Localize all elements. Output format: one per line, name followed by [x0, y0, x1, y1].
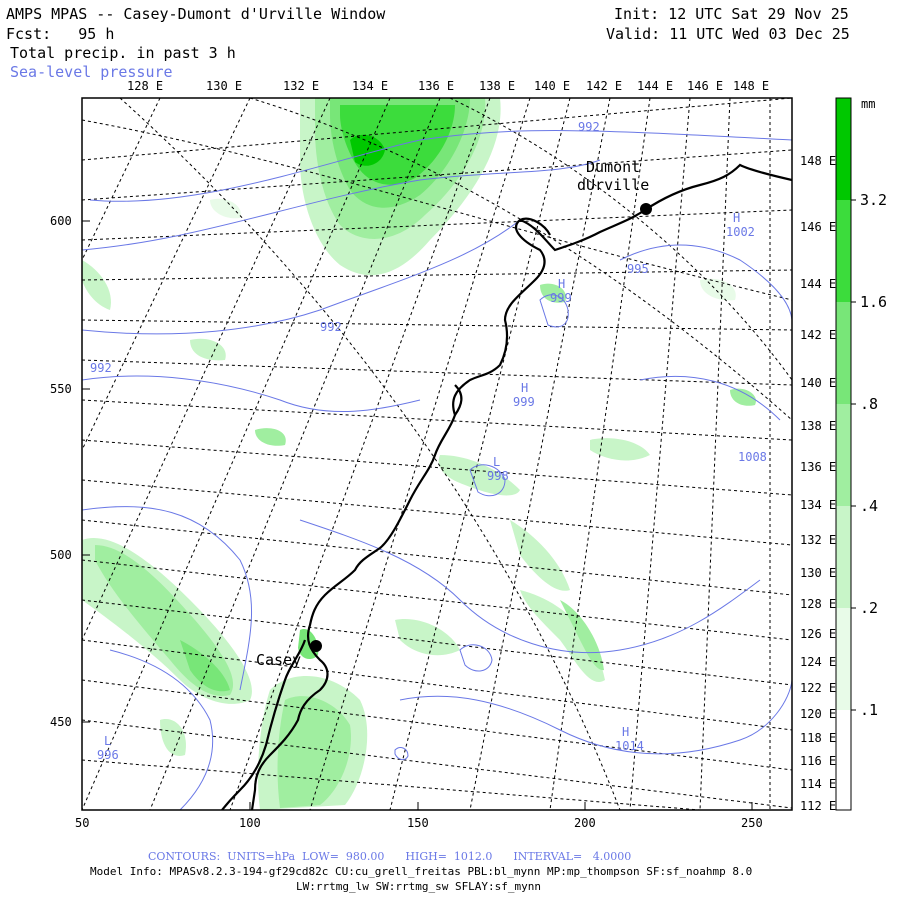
valid-time: Valid: 11 UTC Wed 03 Dec 25: [606, 25, 850, 43]
right-lon-label: 112 E: [800, 799, 837, 813]
x-tick-label: 200: [574, 816, 596, 830]
slp-label: 992: [578, 120, 600, 134]
right-lon-label: 128 E: [800, 597, 837, 611]
top-lon-label: 142 E: [586, 79, 623, 93]
right-lon-label: 126 E: [800, 627, 837, 641]
right-lon-label: 146 E: [800, 220, 837, 234]
y-tick-label: 450: [50, 715, 72, 729]
field-slp-label: Sea-level pressure: [10, 63, 173, 81]
top-lon-label: 134 E: [352, 79, 389, 93]
y-tick-label: 550: [50, 382, 72, 396]
right-lon-label: 142 E: [800, 328, 837, 342]
slp-label: 1008: [738, 450, 767, 464]
top-lon-label: 140 E: [534, 79, 571, 93]
slp-label: 998: [487, 469, 509, 483]
right-lon-label: 118 E: [800, 731, 837, 745]
top-lon-label: 138 E: [479, 79, 516, 93]
graticule: [82, 98, 792, 810]
slp-label: 999: [550, 291, 572, 305]
slp-label: 995: [627, 262, 649, 276]
casey-label: Casey: [256, 651, 302, 669]
right-lon-label: 114 E: [800, 777, 837, 791]
right-lon-label: 134 E: [800, 498, 837, 512]
colorbar: [835, 97, 856, 811]
top-lon-label: 146 E: [687, 79, 724, 93]
right-lon-label: 144 E: [800, 277, 837, 291]
low-mark: L: [104, 734, 112, 748]
slp-label: 996: [97, 748, 119, 762]
colorbar-level: .8: [860, 395, 879, 413]
top-lon-label: 128 E: [127, 79, 164, 93]
colorbar-level: 3.2: [860, 191, 888, 209]
colorbar-level: 1.6: [860, 293, 888, 311]
slp-label: 1014: [615, 739, 644, 753]
init-time: Init: 12 UTC Sat 29 Nov 25: [614, 5, 849, 23]
right-lon-label: 136 E: [800, 460, 837, 474]
x-tick-label: 150: [407, 816, 429, 830]
map-title: AMPS MPAS -- Casey-Dumont d'Urville Wind…: [6, 5, 386, 23]
x-tick-label: 50: [75, 816, 90, 830]
model-info-line2: LW:rrtmg_lw SW:rrtmg_sw SFLAY:sf_mynn: [296, 880, 542, 893]
right-lon-label: 122 E: [800, 681, 837, 695]
right-lon-label: 132 E: [800, 533, 837, 547]
y-tick-label: 600: [50, 214, 72, 228]
top-lon-label: 144 E: [637, 79, 674, 93]
right-lon-label: 116 E: [800, 754, 837, 768]
precip-shading: [82, 98, 756, 810]
slp-label: 992: [320, 320, 342, 334]
right-lon-label: 138 E: [800, 419, 837, 433]
slp-label: 999: [513, 395, 535, 409]
high-mark: H: [521, 381, 529, 395]
top-lon-label: 132 E: [283, 79, 320, 93]
high-mark: H: [558, 277, 566, 291]
right-lon-label: 130 E: [800, 566, 837, 580]
x-tick-label: 250: [741, 816, 763, 830]
y-tick-label: 500: [50, 548, 72, 562]
slp-contours: [82, 130, 792, 810]
forecast-hour: Fcst: 95 h: [6, 25, 115, 43]
slp-label: 1002: [726, 225, 755, 239]
top-lon-label: 136 E: [418, 79, 455, 93]
right-lon-label: 148 E: [800, 154, 837, 168]
coastline: [221, 163, 792, 810]
colorbar-level: .2: [860, 599, 879, 617]
slp-label: 992: [90, 361, 112, 375]
low-mark: L: [493, 455, 501, 469]
right-lon-label: 124 E: [800, 655, 837, 669]
axis-ticks: [81, 220, 753, 810]
map-frame: [81, 97, 793, 811]
colorbar-unit: mm: [861, 97, 876, 111]
model-info-line1: Model Info: MPASv8.2.3-194-gf29cd82c CU:…: [90, 865, 753, 878]
dumont-durville-marker: [640, 203, 652, 215]
casey-marker: [310, 640, 322, 652]
field-precip-label: Total precip. in past 3 h: [10, 44, 236, 62]
x-tick-label: 100: [239, 816, 261, 830]
top-lon-label: 130 E: [206, 79, 243, 93]
dumont-durville-label: Dumont dUrville: [577, 158, 650, 194]
contour-info: CONTOURS: UNITS=hPa LOW= 980.00 HIGH= 10…: [148, 850, 632, 863]
high-mark: H: [622, 725, 630, 739]
right-lon-label: 140 E: [800, 376, 837, 390]
top-lon-label: 148 E: [733, 79, 770, 93]
right-lon-label: 120 E: [800, 707, 837, 721]
colorbar-level: .4: [860, 497, 879, 515]
high-mark: H: [733, 211, 741, 225]
colorbar-level: .1: [860, 701, 879, 719]
